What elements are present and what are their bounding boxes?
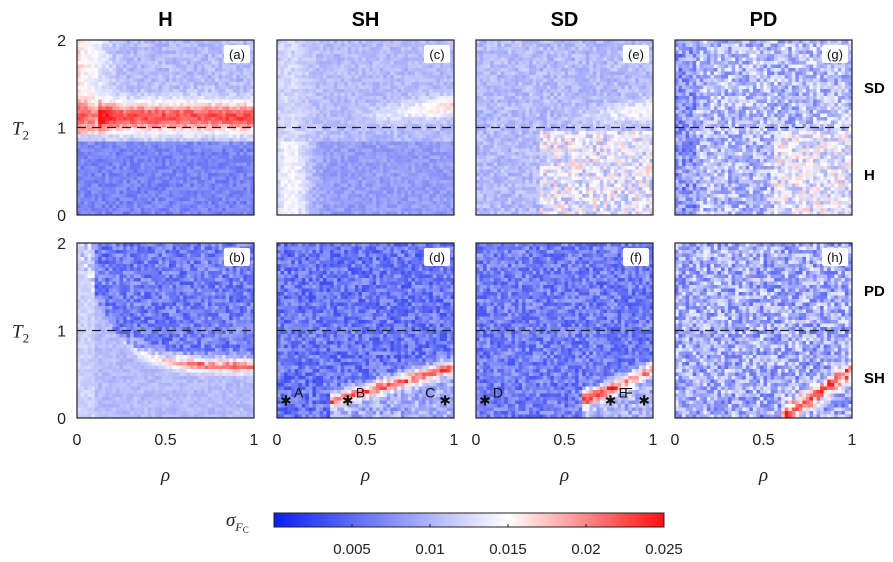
y-tick-label: 1 — [57, 121, 66, 138]
x-axis-label: ρ — [758, 465, 768, 486]
panel-tag-text: (h) — [827, 250, 843, 265]
colorbar-tick-label: 0.01 — [415, 541, 444, 558]
panel-g: (g) — [674, 39, 853, 216]
point-marker-D: ✱ — [479, 393, 491, 409]
column-title-SH: SH — [352, 9, 380, 31]
panel-a: (a) — [76, 39, 255, 216]
x-tick-label: 0 — [273, 432, 282, 449]
panel-frame — [475, 39, 654, 216]
colorbar — [273, 512, 665, 528]
panel-tag-text: (e) — [628, 47, 644, 62]
x-axis-label: ρ — [160, 465, 170, 486]
panel-frame — [76, 39, 255, 216]
point-label-D: D — [493, 385, 503, 401]
panel-frame — [674, 242, 853, 419]
colorbar-tick-label: 0.005 — [333, 541, 371, 558]
x-tick-label: 1 — [250, 432, 259, 449]
panel-tag-text: (g) — [827, 47, 843, 62]
x-tick-label: 0.5 — [154, 432, 176, 449]
point-marker-A: ✱ — [280, 393, 292, 409]
point-marker-F: ✱ — [638, 393, 650, 409]
panel-tag: (h) — [822, 248, 848, 266]
x-tick-label: 0 — [671, 432, 680, 449]
y-tick-label: 2 — [57, 33, 66, 50]
x-tick-label: 1 — [450, 432, 459, 449]
point-label-F: F — [624, 385, 633, 401]
panel-tag-text: (d) — [429, 250, 445, 265]
column-title-PD: PD — [750, 9, 778, 31]
x-tick-label: 0.5 — [553, 432, 575, 449]
panel-d: (d) — [276, 242, 455, 419]
panel-tag: (g) — [822, 45, 848, 63]
panel-e: (e) — [475, 39, 654, 216]
panel-h: (h) — [674, 242, 853, 419]
x-tick-label: 0 — [73, 432, 82, 449]
row-label-lower: SH — [864, 370, 885, 387]
panel-tag-text: (c) — [429, 47, 444, 62]
point-label-A: A — [294, 385, 304, 401]
row-label-upper: SD — [864, 80, 885, 97]
panel-f: (f) — [475, 242, 654, 419]
y-tick-label: 1 — [57, 324, 66, 341]
y-tick-label: 2 — [57, 236, 66, 253]
x-axis-label: ρ — [559, 465, 569, 486]
x-tick-label: 1 — [848, 432, 857, 449]
colorbar-tick-label: 0.025 — [645, 541, 683, 558]
point-label-B: B — [356, 385, 365, 401]
x-tick-label: 1 — [649, 432, 658, 449]
x-tick-label: 0.5 — [752, 432, 774, 449]
panel-tag: (f) — [623, 248, 649, 266]
x-tick-label: 0 — [472, 432, 481, 449]
point-marker-E: ✱ — [605, 393, 617, 409]
column-title-H: H — [158, 9, 172, 31]
row-label-upper: PD — [864, 283, 885, 300]
column-title-SD: SD — [551, 9, 579, 31]
colorbar-label: σFC — [226, 510, 249, 535]
panel-frame — [475, 242, 654, 419]
point-label-E: E — [619, 385, 628, 401]
panel-frame — [276, 39, 455, 216]
row-label-lower: H — [864, 167, 875, 184]
panel-tag: (a) — [224, 45, 250, 63]
x-axis-label: ρ — [360, 465, 370, 486]
panel-tag: (e) — [623, 45, 649, 63]
x-tick-label: 0.5 — [354, 432, 376, 449]
panel-tag-text: (a) — [229, 47, 245, 62]
panel-tag-text: (b) — [229, 250, 245, 265]
panel-frame — [276, 242, 455, 419]
panel-b: (b) — [76, 242, 255, 419]
panel-frame — [674, 39, 853, 216]
panel-frame — [76, 242, 255, 419]
panel-tag: (b) — [224, 248, 250, 266]
y-axis-label: T2 — [12, 119, 29, 143]
y-tick-label: 0 — [57, 411, 66, 428]
panel-tag: (c) — [424, 45, 450, 63]
colorbar-tick-label: 0.02 — [571, 541, 600, 558]
colorbar-tick-label: 0.015 — [489, 541, 527, 558]
y-tick-label: 0 — [57, 208, 66, 225]
point-marker-B: ✱ — [342, 393, 354, 409]
panel-c: (c) — [276, 39, 455, 216]
point-marker-C: ✱ — [439, 393, 451, 409]
panel-tag: (d) — [424, 248, 450, 266]
y-axis-label: T2 — [12, 322, 29, 346]
panel-tag-text: (f) — [630, 250, 642, 265]
point-label-C: C — [425, 385, 435, 401]
